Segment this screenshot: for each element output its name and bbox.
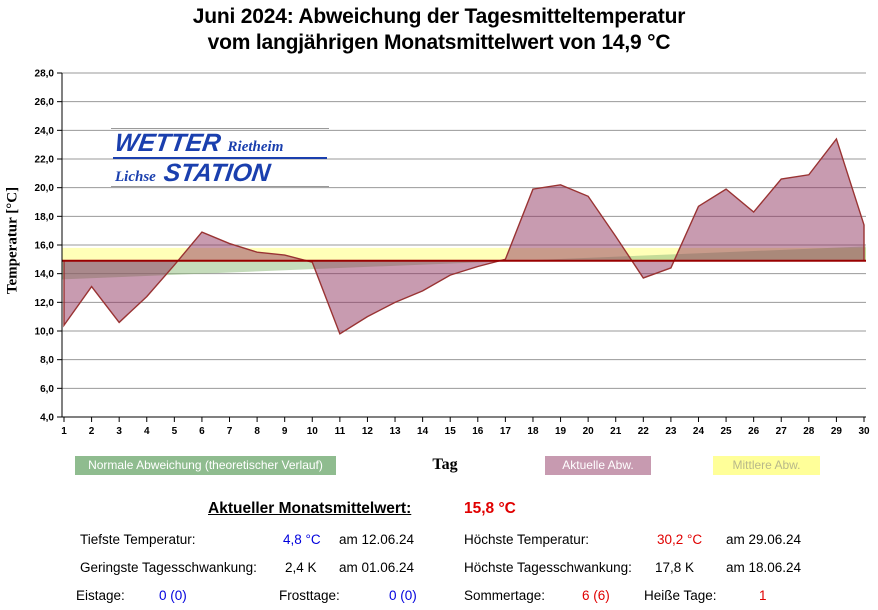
svg-text:29: 29 — [831, 426, 843, 437]
highest-temp-label: Höchste Temperatur: — [464, 532, 590, 547]
svg-text:2: 2 — [89, 426, 95, 437]
svg-text:10,0: 10,0 — [35, 327, 55, 338]
summer-days-value: 6 (6) — [582, 588, 610, 603]
svg-text:11: 11 — [335, 426, 346, 437]
svg-text:18: 18 — [527, 426, 539, 437]
svg-text:14: 14 — [417, 426, 429, 437]
legend-normal-deviation: Normale Abweichung (theoretischer Verlau… — [75, 456, 336, 475]
svg-text:1: 1 — [61, 426, 67, 437]
logo-bottom-rule — [111, 186, 329, 187]
svg-text:14,0: 14,0 — [35, 269, 55, 280]
svg-text:24,0: 24,0 — [35, 126, 55, 137]
svg-text:8,0: 8,0 — [40, 355, 54, 366]
svg-text:28,0: 28,0 — [35, 69, 55, 80]
lowest-temp-date: am 12.06.24 — [339, 532, 415, 547]
frost-days-label: Frosttage: — [279, 588, 340, 603]
y-axis-title: Temperatur [°C] — [4, 186, 21, 295]
svg-text:28: 28 — [803, 426, 815, 437]
svg-text:6: 6 — [199, 426, 205, 437]
svg-text:4: 4 — [144, 426, 150, 437]
svg-text:5: 5 — [172, 426, 178, 437]
svg-text:21: 21 — [610, 426, 622, 437]
svg-text:10: 10 — [307, 426, 319, 437]
legend-actual-deviation: Aktuelle Abw. — [545, 456, 651, 475]
svg-text:4,0: 4,0 — [40, 413, 54, 424]
station-logo: WETTER Rietheim Lichse STATION — [111, 128, 329, 187]
highest-temp-date: am 29.06.24 — [726, 532, 802, 547]
svg-text:24: 24 — [693, 426, 705, 437]
svg-text:16: 16 — [472, 426, 484, 437]
hot-days-value: 1 — [759, 588, 767, 603]
svg-text:16,0: 16,0 — [35, 241, 55, 252]
x-axis-title: Tag — [432, 456, 458, 473]
legend-mean-deviation: Mittlere Abw. — [713, 456, 820, 475]
largest-range-date: am 18.06.24 — [726, 560, 802, 575]
lowest-temp-label: Tiefste Temperatur: — [80, 532, 196, 547]
svg-text:18,0: 18,0 — [35, 212, 55, 223]
largest-range-label: Höchste Tagesschwankung: — [464, 560, 632, 575]
logo-underline — [113, 157, 327, 159]
svg-text:26,0: 26,0 — [35, 97, 55, 108]
svg-text:13: 13 — [389, 426, 401, 437]
svg-text:7: 7 — [227, 426, 233, 437]
svg-text:15: 15 — [445, 426, 457, 437]
svg-text:6,0: 6,0 — [40, 384, 54, 395]
logo-word-wetter: WETTER — [113, 129, 223, 157]
logo-word-lichse: Lichse — [115, 169, 156, 185]
largest-range-value: 17,8 K — [655, 560, 695, 575]
logo-word-station: STATION — [161, 159, 272, 187]
title-line-1: Juni 2024: Abweichung der Tagesmitteltem… — [192, 5, 686, 28]
svg-text:19: 19 — [555, 426, 567, 437]
svg-text:30: 30 — [858, 426, 870, 437]
ice-days-label: Eistage: — [76, 588, 125, 603]
svg-text:25: 25 — [721, 426, 733, 437]
smallest-range-label: Geringste Tagesschwankung: — [80, 560, 257, 575]
logo-top-rule — [111, 128, 329, 129]
monthly-mean-label: Aktueller Monatsmittelwert: — [208, 500, 412, 517]
smallest-range-date: am 01.06.24 — [339, 560, 415, 575]
svg-text:26: 26 — [748, 426, 760, 437]
summer-days-label: Sommertage: — [464, 588, 546, 603]
svg-text:20: 20 — [583, 426, 595, 437]
svg-text:12: 12 — [362, 426, 374, 437]
frost-days-value: 0 (0) — [389, 588, 417, 603]
svg-text:8: 8 — [254, 426, 260, 437]
hot-days-label: Heiße Tage: — [644, 588, 717, 603]
monthly-mean-value: 15,8 °C — [464, 500, 516, 517]
svg-text:9: 9 — [282, 426, 288, 437]
svg-text:12,0: 12,0 — [35, 298, 55, 309]
page-title: Juni 2024: Abweichung der Tagesmitteltem… — [0, 4, 878, 56]
svg-text:17: 17 — [500, 426, 512, 437]
ice-days-value: 0 (0) — [159, 588, 187, 603]
svg-text:20,0: 20,0 — [35, 183, 55, 194]
svg-text:27: 27 — [776, 426, 788, 437]
svg-text:3: 3 — [116, 426, 122, 437]
svg-text:22,0: 22,0 — [35, 155, 55, 166]
svg-text:22: 22 — [638, 426, 650, 437]
lowest-temp-value: 4,8 °C — [283, 532, 321, 547]
highest-temp-value: 30,2 °C — [657, 532, 703, 547]
smallest-range-value: 2,4 K — [285, 560, 317, 575]
temperature-deviation-chart: 4,0 6,0 8,0 10,0 12,0 14,0 16,0 18,0 20,0 22,0 24,… — [35, 69, 870, 438]
title-line-2: vom langjährigen Monatsmittelwert von 14… — [207, 31, 671, 54]
logo-word-rietheim: Rietheim — [227, 139, 284, 155]
svg-text:23: 23 — [665, 426, 677, 437]
